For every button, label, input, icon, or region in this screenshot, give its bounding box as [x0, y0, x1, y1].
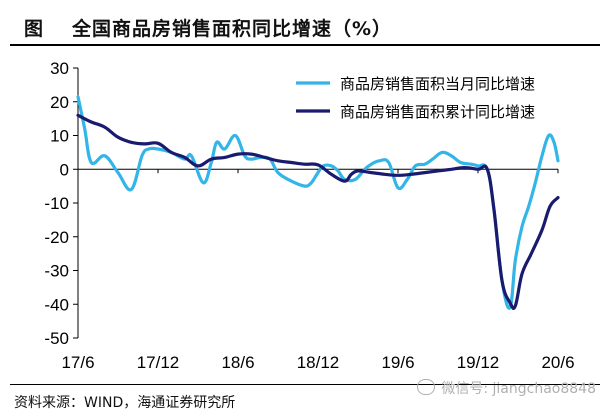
x-tick-label: 18/12 — [297, 353, 340, 372]
legend-label: 商品房销售面积累计同比增速 — [340, 103, 535, 121]
x-tick-label: 17/12 — [137, 353, 180, 372]
axes: 30 20 10 0 -10 -20 -30 -40 -50 17/6 17/12 18/6 18/12… — [44, 59, 574, 372]
chart-title: 全国商品房销售面积同比增速（%） — [72, 18, 393, 40]
legend-label: 商品房销售面积当月同比增速 — [340, 75, 535, 93]
series-cumulative-line — [76, 113, 560, 310]
y-tick-label: -40 — [44, 295, 69, 314]
y-tick-label: 0 — [60, 160, 69, 179]
y-tick-label: -20 — [44, 228, 69, 247]
y-tick-label: -10 — [44, 194, 69, 213]
x-tick-label: 18/6 — [221, 353, 254, 372]
series-monthly-line — [76, 95, 560, 310]
y-tick-label: 20 — [50, 93, 69, 112]
title-bar: 图 全国商品房销售面积同比增速（%） — [0, 0, 610, 46]
x-tick-label: 19/12 — [457, 353, 500, 372]
source-rule — [10, 384, 600, 385]
x-tick-label: 17/6 — [61, 353, 94, 372]
series-layer — [76, 95, 560, 310]
title-rule — [10, 44, 600, 46]
y-tick-label: 30 — [50, 59, 69, 78]
y-tick-label: -30 — [44, 262, 69, 281]
wechat-icon — [417, 379, 436, 395]
watermark: 微信号: jiangchao8848 — [417, 378, 596, 398]
x-tick-label: 20/6 — [541, 353, 574, 372]
y-tick-label: 10 — [50, 127, 69, 146]
source-note: 资料来源：WIND，海通证券研究所 — [14, 395, 236, 411]
x-tick-label: 19/6 — [381, 353, 414, 372]
y-tick-label: -50 — [44, 329, 69, 348]
watermark-text: 微信号: jiangchao8848 — [441, 381, 596, 397]
figure-label: 图 — [24, 18, 44, 40]
